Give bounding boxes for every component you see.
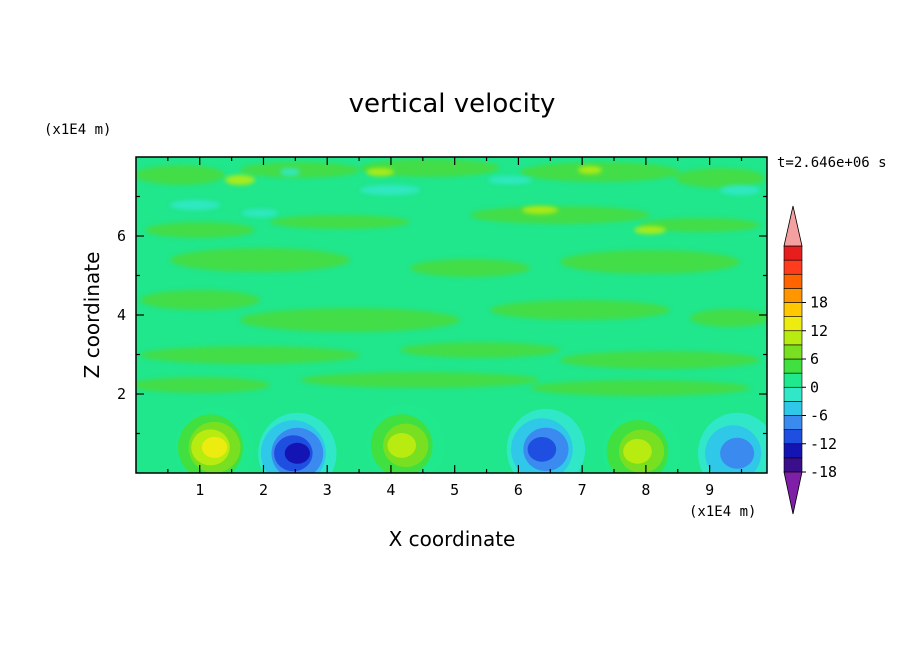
contour-band (623, 438, 652, 464)
colorbar-band (783, 401, 803, 416)
x-tick-label: 3 (323, 481, 332, 499)
x-tick-label: 5 (450, 481, 459, 499)
colorbar-label: -18 (810, 463, 837, 481)
colorbar-label: 18 (810, 294, 828, 312)
x-tick-label: 4 (386, 481, 395, 499)
colorbar-label: 0 (810, 378, 819, 396)
x-tick-label: 7 (578, 481, 587, 499)
colorbar-band (783, 344, 803, 360)
colorbar-band (783, 330, 803, 346)
colorbar-band (783, 302, 803, 317)
colorbar-min-arrow (783, 471, 803, 515)
convection-cell-1 (175, 406, 254, 473)
colorbar-band (783, 316, 803, 332)
x-unit-label: (x1E4 m) (689, 504, 756, 520)
convection-cell-3 (366, 404, 445, 473)
y-unit-label: (x1E4 m) (44, 122, 111, 138)
colorbar-label: 6 (810, 350, 819, 368)
colorbar-max-arrow (783, 205, 803, 247)
x-tick-label: 8 (641, 481, 650, 499)
convection-cell-2 (258, 412, 337, 473)
colorbar-label: -6 (810, 407, 828, 425)
x-tick-label: 2 (259, 481, 268, 499)
chart-title: vertical velocity (349, 89, 556, 119)
contour-band (387, 433, 416, 458)
contour-band (720, 437, 755, 469)
y-tick-label: 2 (117, 385, 126, 403)
colorbar-label: -12 (810, 435, 837, 453)
contour-band (201, 436, 228, 458)
x-tick-label: 1 (195, 481, 204, 499)
contour-band (527, 436, 557, 462)
colorbar-band (783, 386, 803, 402)
colorbar-label: 12 (810, 322, 828, 340)
colorbar-band (783, 429, 803, 445)
y-tick-label: 4 (117, 306, 126, 324)
y-axis-label: Z coordinate (80, 252, 104, 379)
y-tick-label: 6 (117, 227, 126, 245)
colorbar-band (783, 372, 803, 388)
convection-cell-4 (506, 408, 586, 473)
colorbar-band (783, 288, 803, 303)
colorbar-band (783, 415, 803, 430)
colorbar-band (783, 259, 803, 275)
colorbar-band (783, 358, 803, 374)
colorbar-band (783, 245, 803, 261)
x-tick-label: 6 (514, 481, 523, 499)
colorbar-band (783, 273, 803, 289)
convection-cell-5 (602, 410, 681, 473)
contour-band (284, 442, 310, 464)
colorbar: 18 12 6 0 -6 -12 -18 (783, 205, 837, 515)
velocity-field (136, 157, 767, 473)
colorbar-band (783, 443, 803, 459)
x-tick-label: 9 (705, 481, 714, 499)
time-label: t=2.646e+06 s (777, 155, 887, 171)
colorbar-band (783, 457, 803, 473)
x-axis-label: X coordinate (389, 527, 516, 551)
convection-cell-6 (697, 412, 767, 473)
